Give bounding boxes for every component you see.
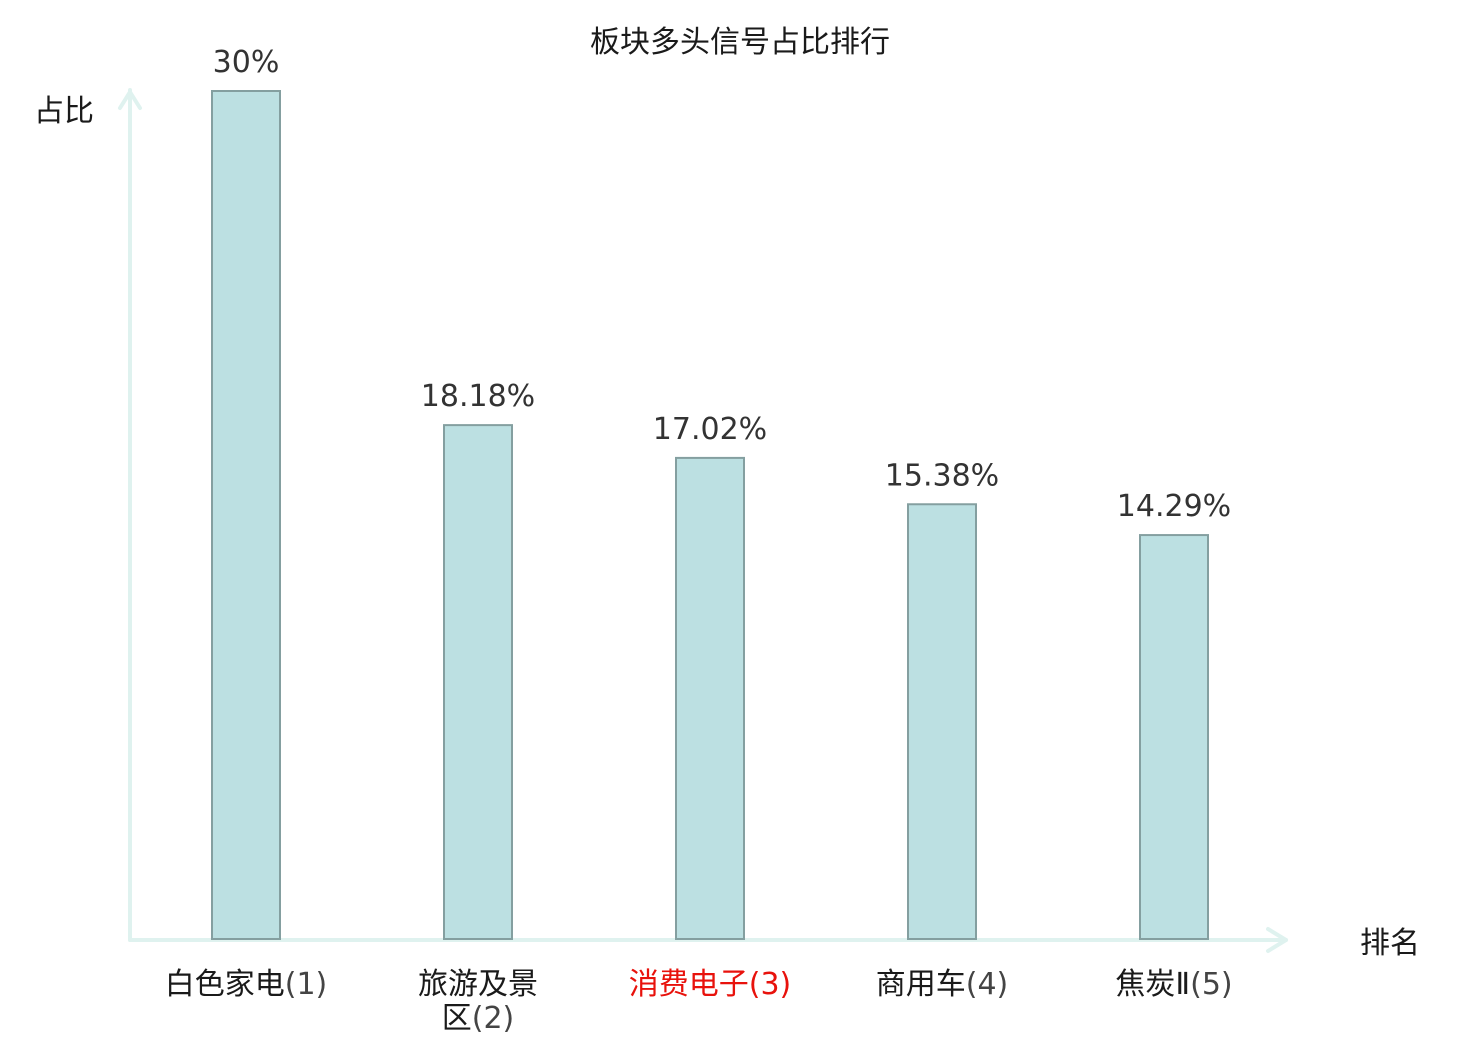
category-name: 焦炭Ⅱ: [1115, 967, 1190, 1002]
value-label-4: 15.38%: [885, 458, 999, 493]
category-rank: (4): [966, 967, 1009, 1002]
value-label-1: 30%: [213, 45, 280, 80]
category-name: 区: [442, 1001, 472, 1036]
category-label-5: 焦炭Ⅱ(5): [1115, 967, 1232, 1002]
category-label-line: 白色家电(1): [165, 967, 328, 1002]
category-label-3: 消费电子(3): [629, 967, 792, 1002]
category-label-4: 商用车(4): [876, 967, 1009, 1002]
category-rank: (2): [472, 1001, 515, 1036]
category-label-line: 区(2): [442, 1001, 515, 1036]
category-rank: (5): [1190, 967, 1233, 1002]
category-name: 旅游及景: [418, 967, 538, 1002]
category-label-line: 商用车(4): [876, 967, 1009, 1002]
category-label-line: 旅游及景: [418, 967, 538, 1002]
category-label-line: 焦炭Ⅱ(5): [1115, 967, 1232, 1002]
category-rank: (1): [285, 967, 328, 1002]
chart-title: 板块多头信号占比排行: [590, 25, 890, 60]
category-name: 商用车: [876, 967, 966, 1002]
category-name: 白色家电: [165, 967, 285, 1002]
bar-4: [907, 503, 977, 940]
x-axis-label: 排名: [1360, 926, 1420, 961]
bar-5: [1139, 534, 1209, 940]
category-name: 消费电子: [629, 967, 749, 1002]
bar-3: [675, 456, 745, 940]
x-axis-arrow-icon: [1266, 927, 1288, 953]
category-rank: (3): [749, 967, 792, 1002]
y-axis-arrow-icon: [118, 90, 142, 110]
category-label-1: 白色家电(1): [165, 967, 328, 1002]
y-axis-label: 占比: [34, 94, 94, 129]
bar-1: [211, 90, 281, 940]
bar-2: [443, 424, 513, 940]
value-label-5: 14.29%: [1117, 489, 1231, 524]
bars: [211, 90, 1209, 940]
value-label-3: 17.02%: [653, 412, 767, 447]
category-label-line: 消费电子(3): [629, 967, 792, 1002]
value-label-2: 18.18%: [421, 379, 535, 414]
value-labels: 30% 18.18% 17.02% 15.38% 14.29%: [213, 45, 1232, 524]
